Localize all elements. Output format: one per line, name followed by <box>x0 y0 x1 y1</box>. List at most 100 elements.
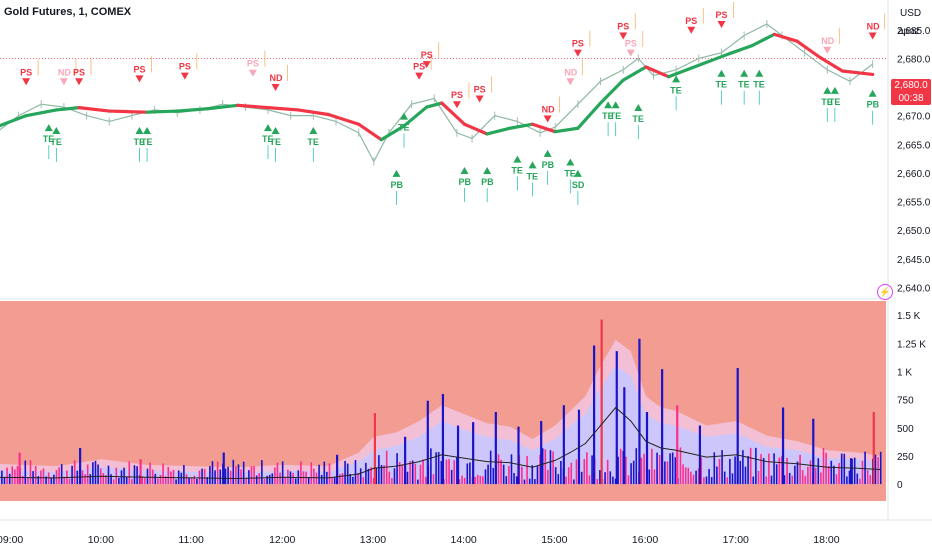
volume-bar <box>258 473 261 485</box>
volume-bar <box>284 477 287 485</box>
signal-triangle <box>400 112 409 120</box>
volume-bar <box>830 460 833 485</box>
moving-average-segment <box>644 65 671 79</box>
volume-bar <box>362 477 365 485</box>
volume-bar <box>570 462 573 485</box>
moving-average-segment <box>727 44 754 56</box>
signal-triangle <box>543 149 552 157</box>
volume-bar <box>617 456 619 485</box>
volume-bar <box>250 466 253 485</box>
volume-bar <box>203 468 206 485</box>
volume-tick-label: 1.5 K <box>897 311 921 322</box>
currency-label[interactable]: USD <box>900 8 922 19</box>
volume-bar <box>60 464 63 485</box>
signal-label: ND <box>58 67 71 77</box>
moving-average-segment <box>440 101 467 126</box>
price-tick-label: 2,650.0 <box>897 226 931 237</box>
signal-marker: PB <box>459 167 472 203</box>
time-tick-label: 13:00 <box>360 534 386 546</box>
volume-bar <box>510 454 513 485</box>
volume-bar <box>700 457 703 485</box>
time-tick-label: 11:00 <box>178 534 204 546</box>
volume-bar <box>144 477 146 485</box>
moving-average-segment <box>77 106 111 113</box>
moving-average-segment <box>621 65 648 82</box>
moving-average-segment <box>553 126 580 134</box>
signal-label: TE <box>715 80 727 90</box>
volume-bar <box>253 465 255 485</box>
time-tick-label: 10:00 <box>88 534 114 546</box>
volume-bar <box>219 469 222 485</box>
volume-bar <box>705 476 708 485</box>
volume-bar <box>843 453 846 485</box>
alert-bolt-icon[interactable]: ⚡ <box>877 284 893 300</box>
volume-bar <box>721 450 723 485</box>
signal-label: TE <box>398 123 410 133</box>
volume-bar <box>682 464 684 485</box>
signal-triangle <box>52 126 61 134</box>
volume-bar <box>193 475 196 485</box>
moving-average-segment <box>485 126 512 136</box>
volume-bar <box>352 476 354 485</box>
signal-label: ND <box>542 105 555 115</box>
volume-bar <box>154 473 157 485</box>
volume-bar <box>370 467 372 485</box>
volume-bar <box>573 479 575 485</box>
volume-bar <box>266 475 268 485</box>
volume-tick-label: 250 <box>897 452 914 463</box>
signal-label: TE <box>133 137 145 147</box>
signal-triangle <box>460 167 469 175</box>
volume-bar <box>391 477 393 485</box>
signal-marker: ND <box>542 96 561 123</box>
volume-bar <box>664 461 666 485</box>
moving-average-segment <box>462 122 489 136</box>
symbol-title[interactable]: Gold Futures, 1, COMEX <box>4 6 132 18</box>
volume-spike-bar <box>736 368 739 485</box>
volume-bar <box>497 454 500 485</box>
volume-bar <box>198 470 201 485</box>
signal-triangle <box>135 75 144 83</box>
volume-bar <box>591 455 593 485</box>
volume-bar <box>799 454 801 485</box>
volume-bar <box>261 460 263 485</box>
volume-spike-bar <box>638 338 641 485</box>
volume-bar <box>643 453 645 485</box>
volume-bar <box>398 462 401 485</box>
volume-spike-bar <box>615 351 618 485</box>
volume-bar <box>94 460 97 485</box>
signal-triangle <box>634 104 643 112</box>
signal-marker: TE <box>610 101 621 137</box>
price-tick-label: 2,640.0 <box>897 283 931 294</box>
volume-bar <box>583 459 586 485</box>
volume-bar <box>801 470 804 485</box>
volume-bar <box>778 457 781 485</box>
signal-triangle <box>717 21 726 29</box>
volume-bar <box>749 447 752 485</box>
volume-bar <box>526 456 528 485</box>
signal-label: PB <box>481 177 494 187</box>
signal-triangle <box>830 86 839 94</box>
volume-spike-bar <box>426 400 429 485</box>
price-tick-label: 2,645.0 <box>897 255 931 266</box>
volume-bar <box>716 466 718 485</box>
volume-bar <box>118 477 120 485</box>
volume-bar <box>599 470 601 485</box>
signal-marker: TE <box>43 124 54 160</box>
signal-triangle <box>687 26 696 34</box>
volume-spike-bar <box>517 426 520 485</box>
volume-bar <box>630 463 632 485</box>
signal-triangle <box>392 169 401 177</box>
volume-bar <box>718 459 721 485</box>
volume-bar <box>190 477 193 485</box>
volume-bar <box>27 477 29 485</box>
moving-average-segment <box>402 105 429 128</box>
signal-triangle <box>248 69 257 77</box>
volume-bar <box>840 453 843 485</box>
volume-bar <box>807 466 809 485</box>
volume-bar <box>557 474 560 485</box>
volume-bar <box>107 465 110 485</box>
volume-bar <box>609 471 612 485</box>
volume-bar <box>92 462 94 485</box>
signal-label: PS <box>715 10 727 20</box>
